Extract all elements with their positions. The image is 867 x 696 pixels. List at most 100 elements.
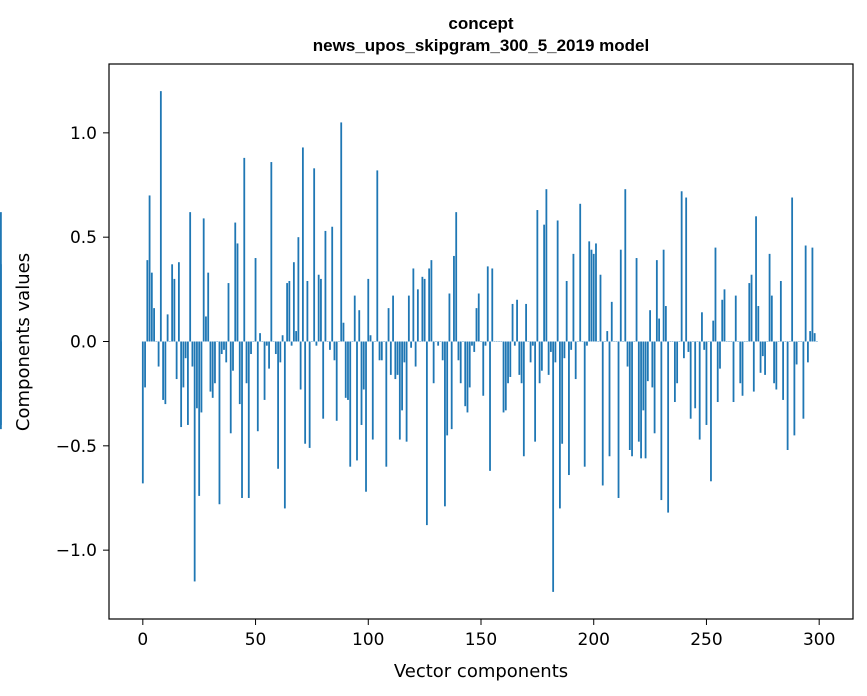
bar	[367, 278, 370, 342]
bar	[807, 341, 809, 363]
bar	[308, 341, 311, 448]
bar	[486, 266, 489, 342]
chart-subtitle: news_upos_skipgram_300_5_2019 model	[313, 36, 649, 55]
bar	[200, 341, 203, 413]
bar	[504, 341, 507, 411]
bar	[770, 295, 773, 342]
bar	[162, 341, 165, 400]
plot-area-frame	[108, 63, 854, 620]
bar	[141, 341, 144, 484]
bar	[306, 280, 309, 342]
bar	[694, 341, 697, 409]
bar	[356, 341, 358, 461]
bar	[333, 341, 336, 361]
bar	[144, 341, 146, 388]
bar	[360, 341, 363, 425]
y-axis: −1.0 −0.5 0.0 0.5 1.0	[56, 124, 109, 561]
bar	[795, 341, 798, 365]
bar	[358, 310, 361, 342]
bar	[687, 341, 690, 352]
bar	[556, 220, 559, 342]
bar	[283, 341, 286, 509]
bar	[592, 253, 595, 342]
bar	[320, 278, 322, 342]
bar	[198, 341, 201, 496]
bar	[520, 341, 523, 384]
bar	[804, 245, 807, 342]
bar	[502, 341, 505, 413]
bar	[471, 341, 473, 346]
bar	[187, 341, 189, 425]
bar	[392, 295, 394, 342]
bar	[209, 341, 212, 392]
bar	[250, 341, 252, 355]
bar	[380, 341, 383, 361]
bar	[421, 276, 424, 342]
bar	[238, 341, 241, 405]
bar	[712, 320, 715, 342]
bar	[227, 283, 230, 342]
bar	[292, 262, 295, 342]
bar	[157, 341, 160, 367]
bar	[245, 341, 248, 384]
bar	[741, 341, 744, 396]
bar	[525, 303, 527, 342]
bar	[236, 243, 239, 342]
bar	[791, 197, 794, 342]
bar	[398, 341, 401, 440]
bar	[146, 260, 149, 342]
bar	[534, 341, 537, 442]
bar	[0, 341, 2, 380]
bar	[405, 341, 408, 442]
bar	[329, 341, 331, 350]
bar	[714, 247, 717, 342]
bar	[734, 295, 737, 342]
bar	[653, 341, 656, 434]
bar	[353, 295, 356, 342]
bar	[256, 341, 259, 432]
bar	[166, 314, 169, 342]
bar	[301, 147, 304, 342]
bar	[159, 91, 162, 342]
bar	[773, 341, 775, 384]
bar	[315, 341, 318, 346]
bar	[507, 341, 509, 384]
bar	[667, 341, 670, 513]
bar	[655, 260, 658, 342]
bar	[590, 249, 593, 342]
bar	[223, 341, 225, 350]
bar	[574, 341, 577, 380]
bar	[716, 341, 719, 403]
bar	[779, 280, 782, 342]
bar	[484, 341, 487, 346]
bar	[626, 341, 629, 367]
bar	[297, 237, 300, 342]
bar	[281, 335, 284, 342]
bar	[241, 341, 243, 498]
bar	[775, 341, 778, 390]
bar	[347, 341, 349, 400]
bar	[441, 341, 444, 361]
bar	[322, 341, 325, 419]
bar	[344, 341, 347, 398]
bar	[277, 341, 279, 469]
bar	[640, 341, 642, 459]
bar	[752, 341, 755, 392]
bar	[464, 341, 467, 407]
y-tick-label: 0.5	[70, 228, 97, 248]
bar	[689, 341, 692, 419]
bar	[719, 341, 721, 369]
bar	[698, 341, 701, 440]
x-axis: 0 50 100 150 200 250 300	[137, 619, 835, 650]
bar	[516, 299, 518, 342]
bar	[732, 341, 735, 403]
bar	[376, 170, 379, 342]
bar	[570, 341, 573, 350]
bar	[649, 310, 651, 342]
x-tick-label: 200	[578, 630, 610, 650]
bar	[268, 341, 270, 369]
bar	[561, 341, 564, 444]
bar	[563, 341, 566, 359]
bar	[811, 247, 814, 342]
